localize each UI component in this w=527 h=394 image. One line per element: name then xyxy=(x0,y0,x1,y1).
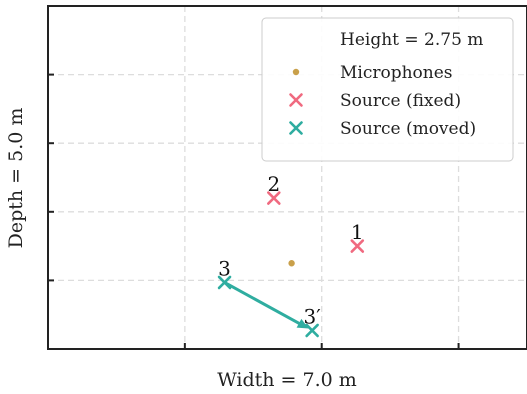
plot-frame xyxy=(47,5,527,350)
point-label: 1 xyxy=(351,220,364,244)
source-fixed-point xyxy=(267,191,281,205)
y-axis-label: Depth = 5.0 m xyxy=(5,108,27,249)
point-label: 2 xyxy=(267,172,280,196)
microphones-point xyxy=(288,260,295,267)
legend-label: Source (moved) xyxy=(340,119,476,139)
move-arrow-shaft xyxy=(223,281,304,327)
point-labels: 2 1 3 3′ xyxy=(218,172,363,328)
marks xyxy=(217,191,365,338)
legend-title: Height = 2.75 m xyxy=(340,30,483,50)
grid xyxy=(48,6,527,349)
legend-marker xyxy=(289,93,303,107)
legend-box xyxy=(261,17,514,162)
arrows xyxy=(223,281,309,329)
point-label: 3′ xyxy=(304,304,322,328)
source-moved-point xyxy=(217,275,232,290)
source-moved-point xyxy=(305,323,319,338)
legend-entries: Microphones Source (fixed) Source (moved) xyxy=(289,63,476,139)
legend-marker xyxy=(289,121,303,135)
legend-label: Microphones xyxy=(340,63,453,83)
move-arrow-head xyxy=(296,318,309,329)
x-axis-label: Width = 7.0 m xyxy=(217,369,357,391)
legend-label: Source (fixed) xyxy=(340,91,461,111)
point-label: 3 xyxy=(218,256,231,280)
source-fixed-point xyxy=(350,239,365,253)
legend-marker xyxy=(292,68,300,76)
legend: Height = 2.75 m Microphones Source (fixed… xyxy=(261,17,514,162)
